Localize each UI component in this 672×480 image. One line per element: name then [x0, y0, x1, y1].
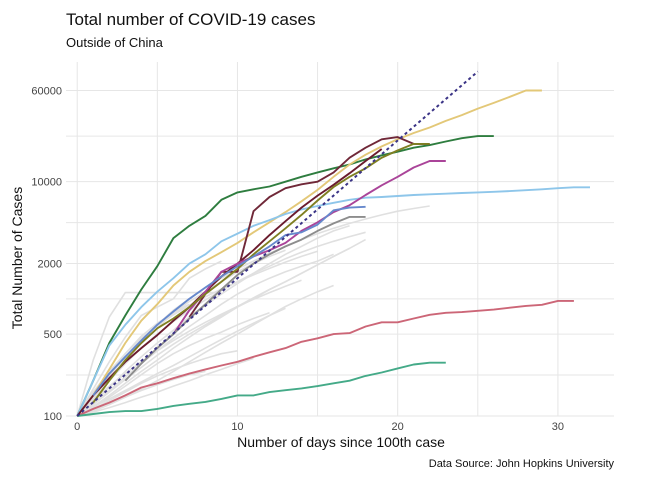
x-tick-label: 0 — [74, 421, 80, 433]
background-series-layer — [76, 205, 430, 417]
x-tick-label: 30 — [552, 421, 564, 433]
background-series-line — [76, 253, 334, 417]
y-tick-label: 2000 — [38, 259, 62, 271]
x-tick-label: 20 — [392, 421, 404, 433]
background-series-line — [76, 370, 206, 417]
reference-line-layer — [76, 70, 479, 417]
x-tick-label: 10 — [231, 421, 243, 433]
y-tick-label: 100 — [44, 411, 62, 423]
y-tick-label: 10000 — [31, 177, 62, 189]
reference-line — [76, 70, 479, 417]
background-series-line — [76, 279, 302, 417]
series-line — [77, 361, 446, 417]
x-axis-title: Number of days since 100th case — [237, 434, 445, 450]
series-layer — [76, 89, 590, 417]
tick-label-layer: 0 10 20 30 100 500 2000 10000 60000 — [31, 85, 564, 433]
background-series-line — [76, 247, 350, 417]
series-line — [76, 186, 590, 417]
series-line — [76, 148, 383, 417]
series-line — [92, 205, 366, 396]
y-axis-title: Total Number of Cases — [9, 187, 25, 329]
chart-subtitle: Outside of China — [66, 35, 164, 50]
chart-title: Total number of COVID-19 cases — [66, 10, 315, 29]
background-series-line — [76, 284, 334, 417]
background-series-line — [76, 350, 238, 417]
data-source-caption: Data Source: John Hopkins University — [429, 458, 615, 470]
background-series-line — [76, 312, 270, 417]
series-line — [76, 89, 542, 417]
background-series-line — [76, 225, 350, 417]
y-tick-label: 500 — [44, 329, 62, 341]
series-line — [76, 299, 574, 417]
background-series-line — [77, 357, 254, 417]
series-line — [76, 135, 494, 417]
series-line — [172, 160, 446, 335]
background-series-line — [76, 307, 286, 417]
series-line — [92, 142, 430, 404]
y-tick-label: 60000 — [31, 85, 62, 97]
background-series-line — [76, 205, 430, 417]
